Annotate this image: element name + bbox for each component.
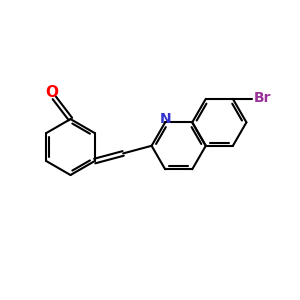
Text: N: N	[159, 112, 171, 125]
Text: Br: Br	[254, 91, 271, 105]
Text: O: O	[46, 85, 59, 100]
